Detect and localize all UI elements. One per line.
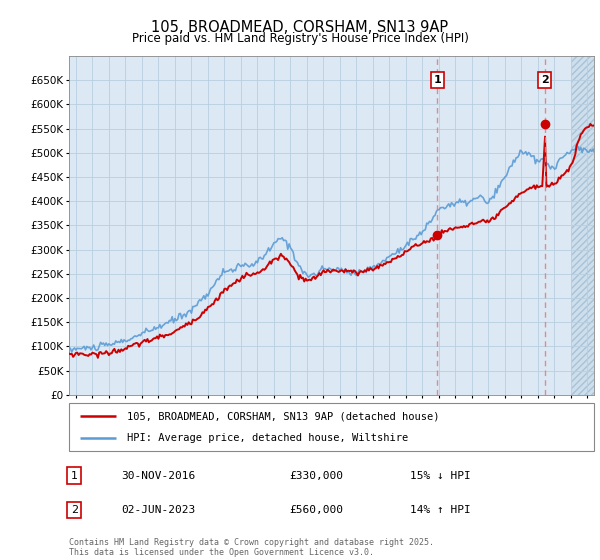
Text: 14% ↑ HPI: 14% ↑ HPI	[410, 505, 471, 515]
Text: 02-JUN-2023: 02-JUN-2023	[121, 505, 196, 515]
Text: Price paid vs. HM Land Registry's House Price Index (HPI): Price paid vs. HM Land Registry's House …	[131, 32, 469, 45]
Text: 105, BROADMEAD, CORSHAM, SN13 9AP: 105, BROADMEAD, CORSHAM, SN13 9AP	[151, 20, 449, 35]
Text: 30-NOV-2016: 30-NOV-2016	[121, 470, 196, 480]
Text: 1: 1	[434, 75, 442, 85]
Text: 15% ↓ HPI: 15% ↓ HPI	[410, 470, 471, 480]
Text: 2: 2	[71, 505, 78, 515]
Bar	[571, 56, 594, 395]
Text: £330,000: £330,000	[290, 470, 343, 480]
FancyBboxPatch shape	[69, 403, 594, 451]
Text: 2: 2	[541, 75, 548, 85]
Text: 1: 1	[71, 470, 78, 480]
Text: 105, BROADMEAD, CORSHAM, SN13 9AP (detached house): 105, BROADMEAD, CORSHAM, SN13 9AP (detac…	[127, 411, 439, 421]
Text: £560,000: £560,000	[290, 505, 343, 515]
Text: Contains HM Land Registry data © Crown copyright and database right 2025.
This d: Contains HM Land Registry data © Crown c…	[69, 538, 434, 557]
Text: HPI: Average price, detached house, Wiltshire: HPI: Average price, detached house, Wilt…	[127, 433, 408, 443]
